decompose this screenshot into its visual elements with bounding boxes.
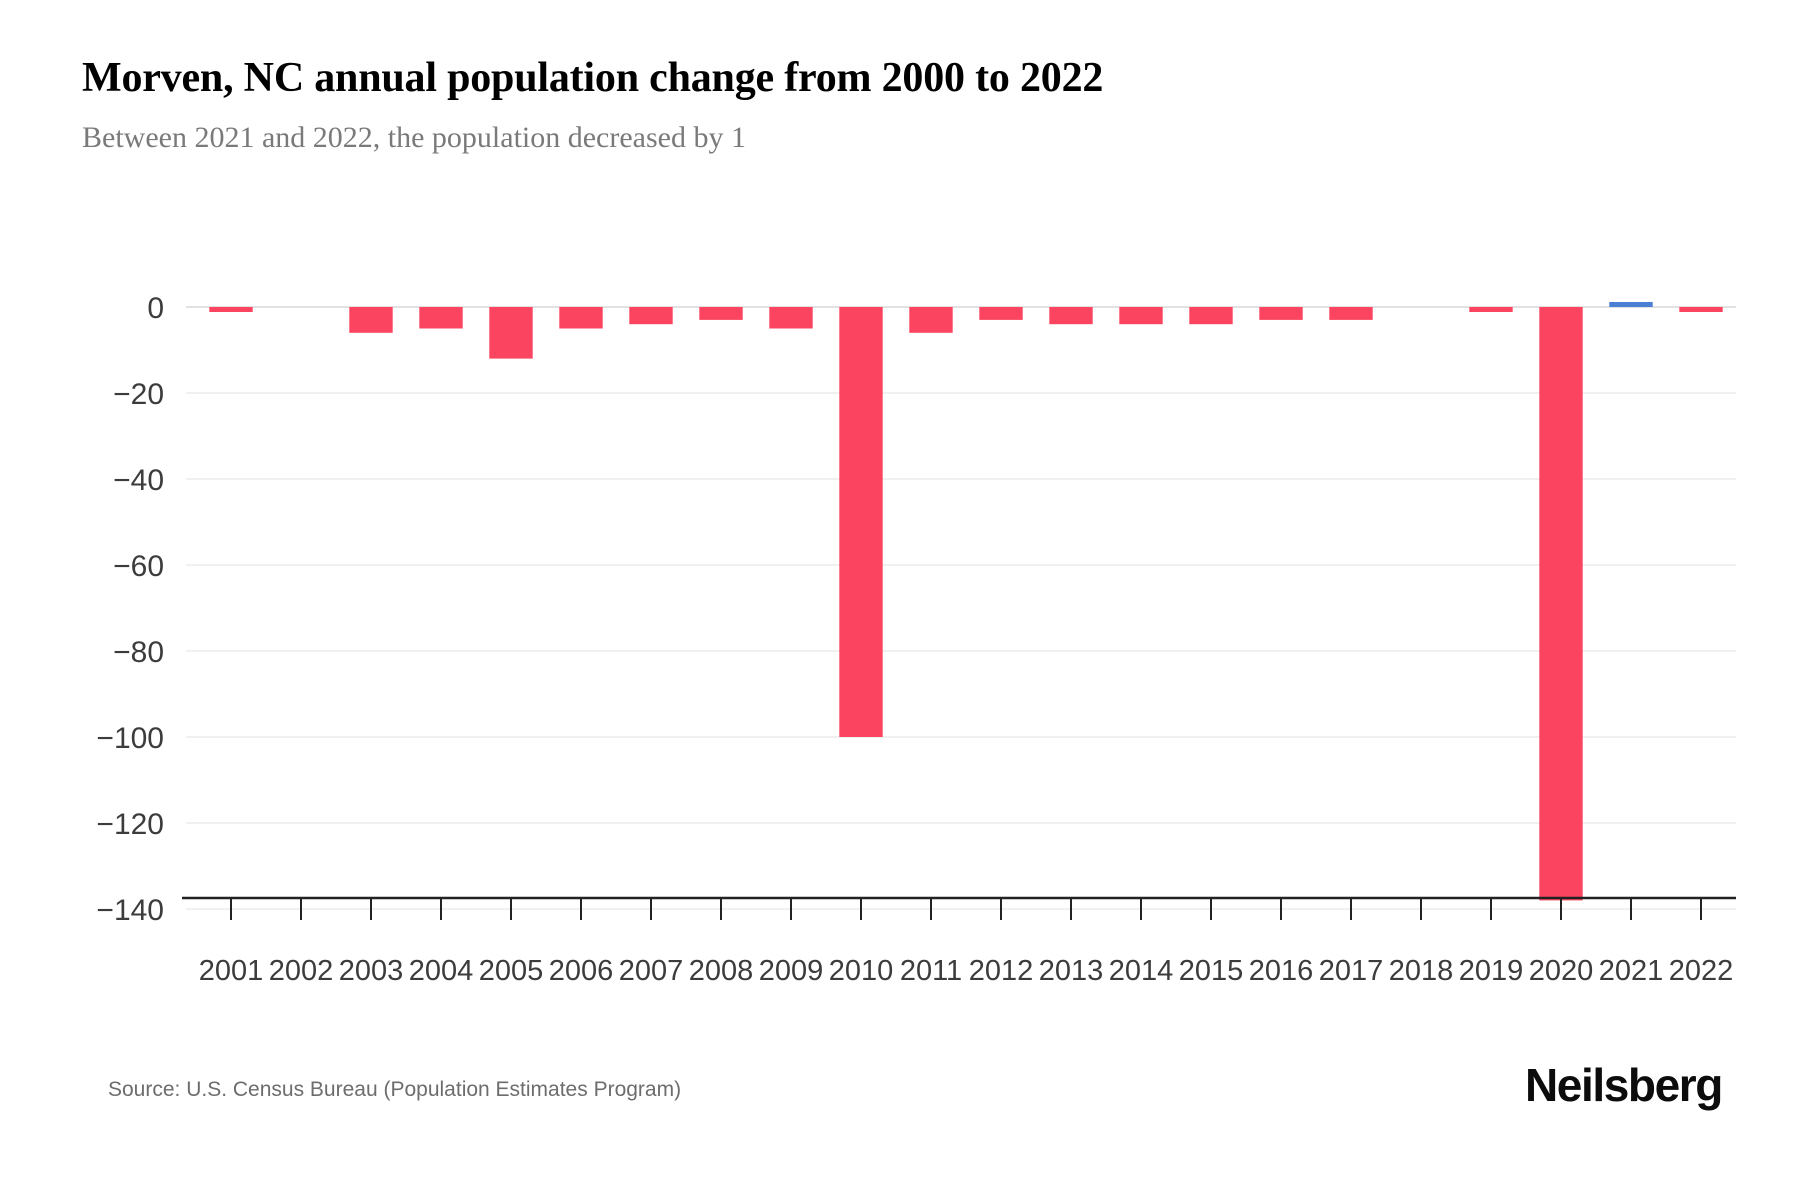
bar[interactable]	[909, 307, 953, 333]
x-axis-tick-label: 2011	[900, 955, 962, 987]
chart-subtitle: Between 2021 and 2022, the population de…	[82, 121, 746, 154]
x-axis-tick-label: 2017	[1319, 955, 1384, 987]
bar[interactable]	[769, 307, 813, 329]
bar[interactable]	[1679, 307, 1723, 312]
bar[interactable]	[1329, 307, 1373, 320]
bar[interactable]	[1259, 307, 1303, 320]
bar[interactable]	[419, 307, 463, 329]
page-title: Morven, NC annual population change from…	[82, 55, 1104, 101]
x-axis-tick-label: 2004	[409, 955, 474, 987]
bar[interactable]	[1539, 307, 1583, 901]
bar[interactable]	[1609, 302, 1653, 307]
bar[interactable]	[209, 307, 253, 312]
x-axis-tick-label: 2010	[829, 955, 894, 987]
x-axis-tick-label: 2020	[1529, 955, 1594, 987]
x-axis-tick-label: 2001	[199, 955, 264, 987]
y-axis-tick-label: −20	[113, 378, 164, 411]
bar[interactable]	[1189, 307, 1233, 325]
bar[interactable]	[1049, 307, 1093, 325]
bar[interactable]	[349, 307, 393, 333]
y-axis-tick-label: −120	[96, 808, 164, 841]
bar[interactable]	[629, 307, 673, 325]
bar[interactable]	[979, 307, 1023, 320]
y-axis-tick-label: −40	[113, 464, 164, 497]
x-axis-tick-label: 2007	[619, 955, 684, 987]
bar[interactable]	[489, 307, 533, 359]
x-axis-tick-label: 2022	[1669, 955, 1734, 987]
source-note: Source: U.S. Census Bureau (Population E…	[108, 1078, 682, 1101]
x-axis-tick-label: 2014	[1109, 955, 1174, 987]
x-axis-tick-label: 2003	[339, 955, 404, 987]
y-axis-tick-label: −100	[96, 722, 164, 755]
x-axis-tick-label: 2016	[1249, 955, 1314, 987]
x-axis-tick-label: 2012	[969, 955, 1034, 987]
x-axis-tick-label: 2013	[1039, 955, 1104, 987]
x-axis-tick-label: 2021	[1599, 955, 1664, 987]
y-axis-tick-label: 0	[147, 292, 164, 325]
x-axis-tick-label: 2015	[1179, 955, 1244, 987]
x-axis-tick-label: 2009	[759, 955, 824, 987]
x-axis-tick-label: 2018	[1389, 955, 1454, 987]
bar[interactable]	[839, 307, 883, 737]
x-axis-tick-label: 2005	[479, 955, 544, 987]
bar[interactable]	[559, 307, 603, 329]
neilsberg-logo: Neilsberg	[1524, 1059, 1723, 1111]
bar[interactable]	[1469, 307, 1513, 312]
x-axis-tick-label: 2002	[269, 955, 334, 987]
y-axis-tick-label: −60	[113, 550, 164, 583]
chart-header: Morven, NC annual population change from…	[82, 52, 1722, 158]
bar[interactable]	[1119, 307, 1163, 325]
y-axis-tick-label: −140	[96, 894, 164, 927]
y-axis-tick-label: −80	[113, 636, 164, 669]
x-axis-tick-label: 2019	[1459, 955, 1524, 987]
x-axis-tick-label: 2006	[549, 955, 614, 987]
x-axis-tick-label: 2008	[689, 955, 754, 987]
bar[interactable]	[699, 307, 743, 320]
